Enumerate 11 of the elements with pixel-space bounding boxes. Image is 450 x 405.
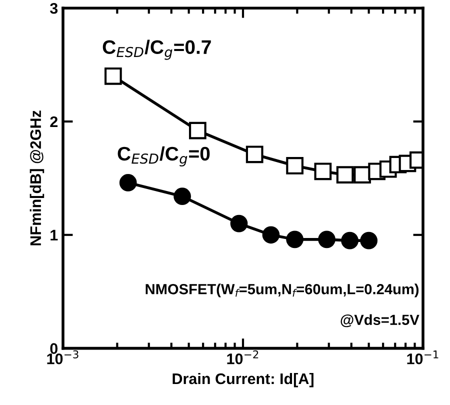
y-tick-label: 3 (50, 2, 58, 14)
x-tick-label: 10$^{−1}$ (407, 350, 438, 364)
y-tick-label: 1 (50, 230, 58, 240)
x-tick-label: 10$^{−2}$ (227, 350, 258, 364)
series-label: C$_{ESD}$/C$_{g}$=0 (118, 146, 210, 166)
y-tick-label: 2 (50, 116, 58, 128)
series-label: C$_{ESD}$/C$_{g}$=0.7 (102, 40, 211, 60)
annotation: @Vds=1.5V (340, 314, 420, 328)
x-axis-title: Drain Current: Id[A] (172, 372, 314, 388)
annotation: NMOSFET(W$_{f}$=5um,N$_{f}$=60um,L=0.24um) (146, 284, 419, 298)
y-axis-title: NFmin[dB] @2GHz (30, 110, 44, 246)
